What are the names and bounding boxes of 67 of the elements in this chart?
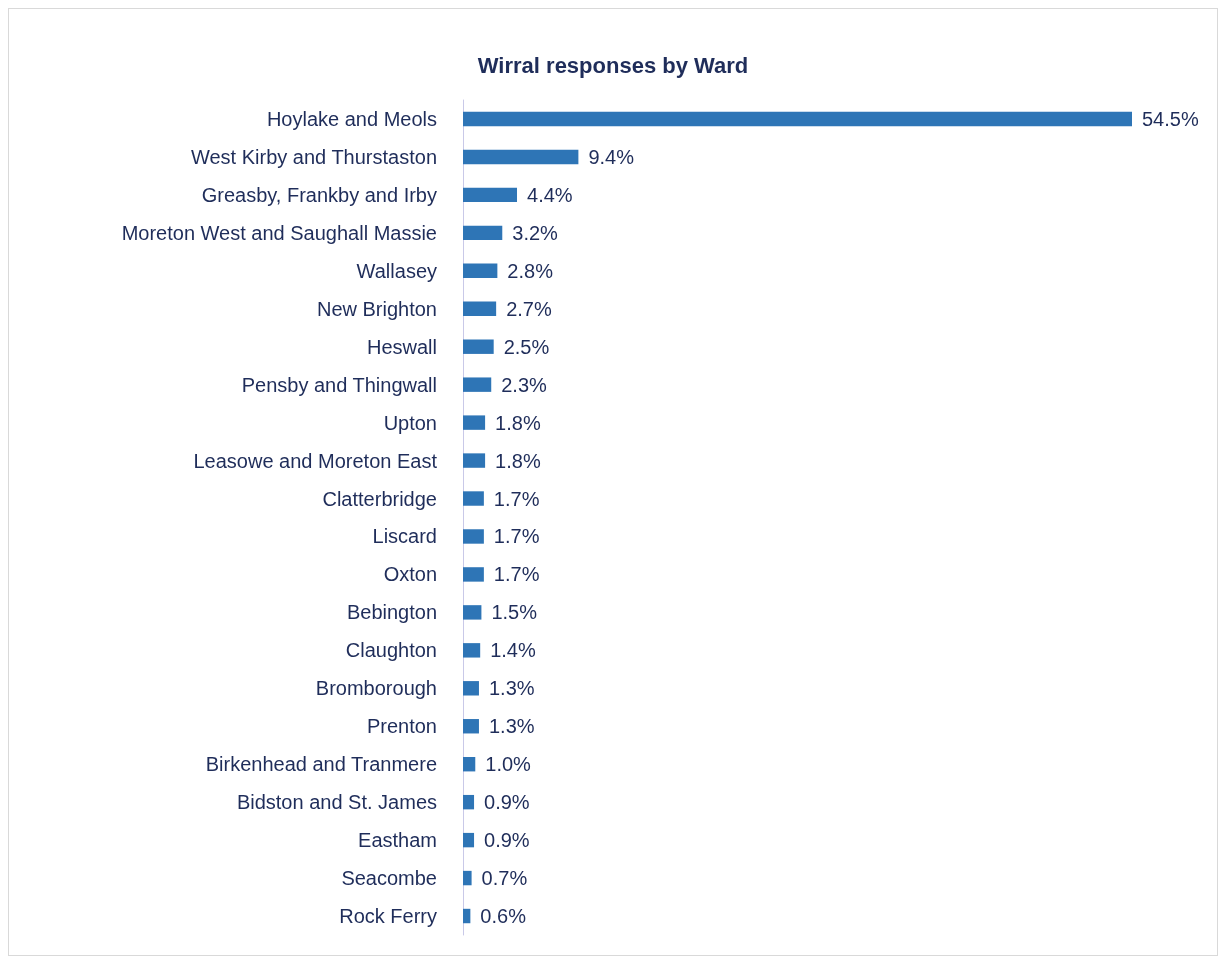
bar [463,605,482,620]
data-label: 1.8% [495,449,541,472]
data-label: 0.9% [484,829,530,852]
y-tick-label: Clatterbridge [322,487,437,510]
bar [463,794,475,810]
bar [463,491,484,506]
bar [463,263,498,279]
data-label: 1.7% [493,563,540,586]
bar [463,187,518,203]
bar [463,719,479,734]
y-tick-label: Leasowe and Moreton East [193,449,438,472]
data-label: 0.6% [480,905,527,928]
data-label: 1.7% [493,487,540,510]
data-label: 0.9% [484,791,530,814]
y-tick-label: Pensby and Thingwall [241,373,437,396]
y-tick-label: Upton [383,411,437,434]
y-tick-label: Wallasey [356,259,437,282]
data-label: 1.4% [490,639,536,662]
data-label: 1.3% [488,715,535,738]
data-label: 4.4% [527,183,573,206]
data-label: 54.5% [1142,107,1199,130]
bar [463,529,484,544]
y-tick-label: Hoylake and Meols [266,107,437,130]
data-label: 1.7% [493,525,540,548]
data-label: 3.2% [512,221,559,244]
y-tick-label: Liscard [372,525,437,548]
y-tick-label: Seacombe [341,867,437,890]
y-tick-label: Claughton [345,639,437,662]
bar [463,225,503,241]
bar [463,643,481,658]
y-tick-label: Rock Ferry [339,905,437,928]
y-tick-label: Eastham [358,829,437,852]
y-tick-label: Heswall [366,335,437,358]
bar [463,149,579,165]
y-tick-label: New Brighton [316,297,437,320]
y-tick-label: Prenton [366,715,437,738]
data-label: 2.5% [503,335,550,358]
data-label: 9.4% [588,145,635,168]
data-label: 1.3% [488,677,535,700]
y-tick-label: Bidston and St. James [236,791,437,814]
data-label: 2.8% [507,259,554,282]
data-label: 1.5% [491,601,538,624]
y-tick-label: Bromborough [315,677,437,700]
data-label: 2.7% [506,297,552,320]
bar [463,832,475,848]
y-tick-label: Oxton [383,563,437,586]
bar [463,567,484,582]
bar [463,415,486,430]
bar [463,111,1132,127]
bar [463,377,492,392]
y-tick-label: Birkenhead and Tranmere [205,753,437,776]
bar [463,908,471,924]
bar [463,339,494,354]
data-label: 1.8% [495,411,541,434]
bar [463,301,497,316]
data-label: 1.0% [485,753,532,776]
bar [463,681,479,696]
y-tick-label: Moreton West and Saughall Massie [121,221,437,244]
chart-title: Wirral responses by Ward [477,52,749,78]
data-label: 0.7% [481,867,528,890]
y-tick-label: Greasby, Frankby and Irby [201,183,437,206]
y-tick-label: West Kirby and Thurstaston [190,145,437,168]
bar [463,756,476,772]
bar [463,453,486,468]
bar [463,870,472,886]
data-label: 2.3% [501,373,548,396]
y-tick-label: Bebington [346,601,437,624]
